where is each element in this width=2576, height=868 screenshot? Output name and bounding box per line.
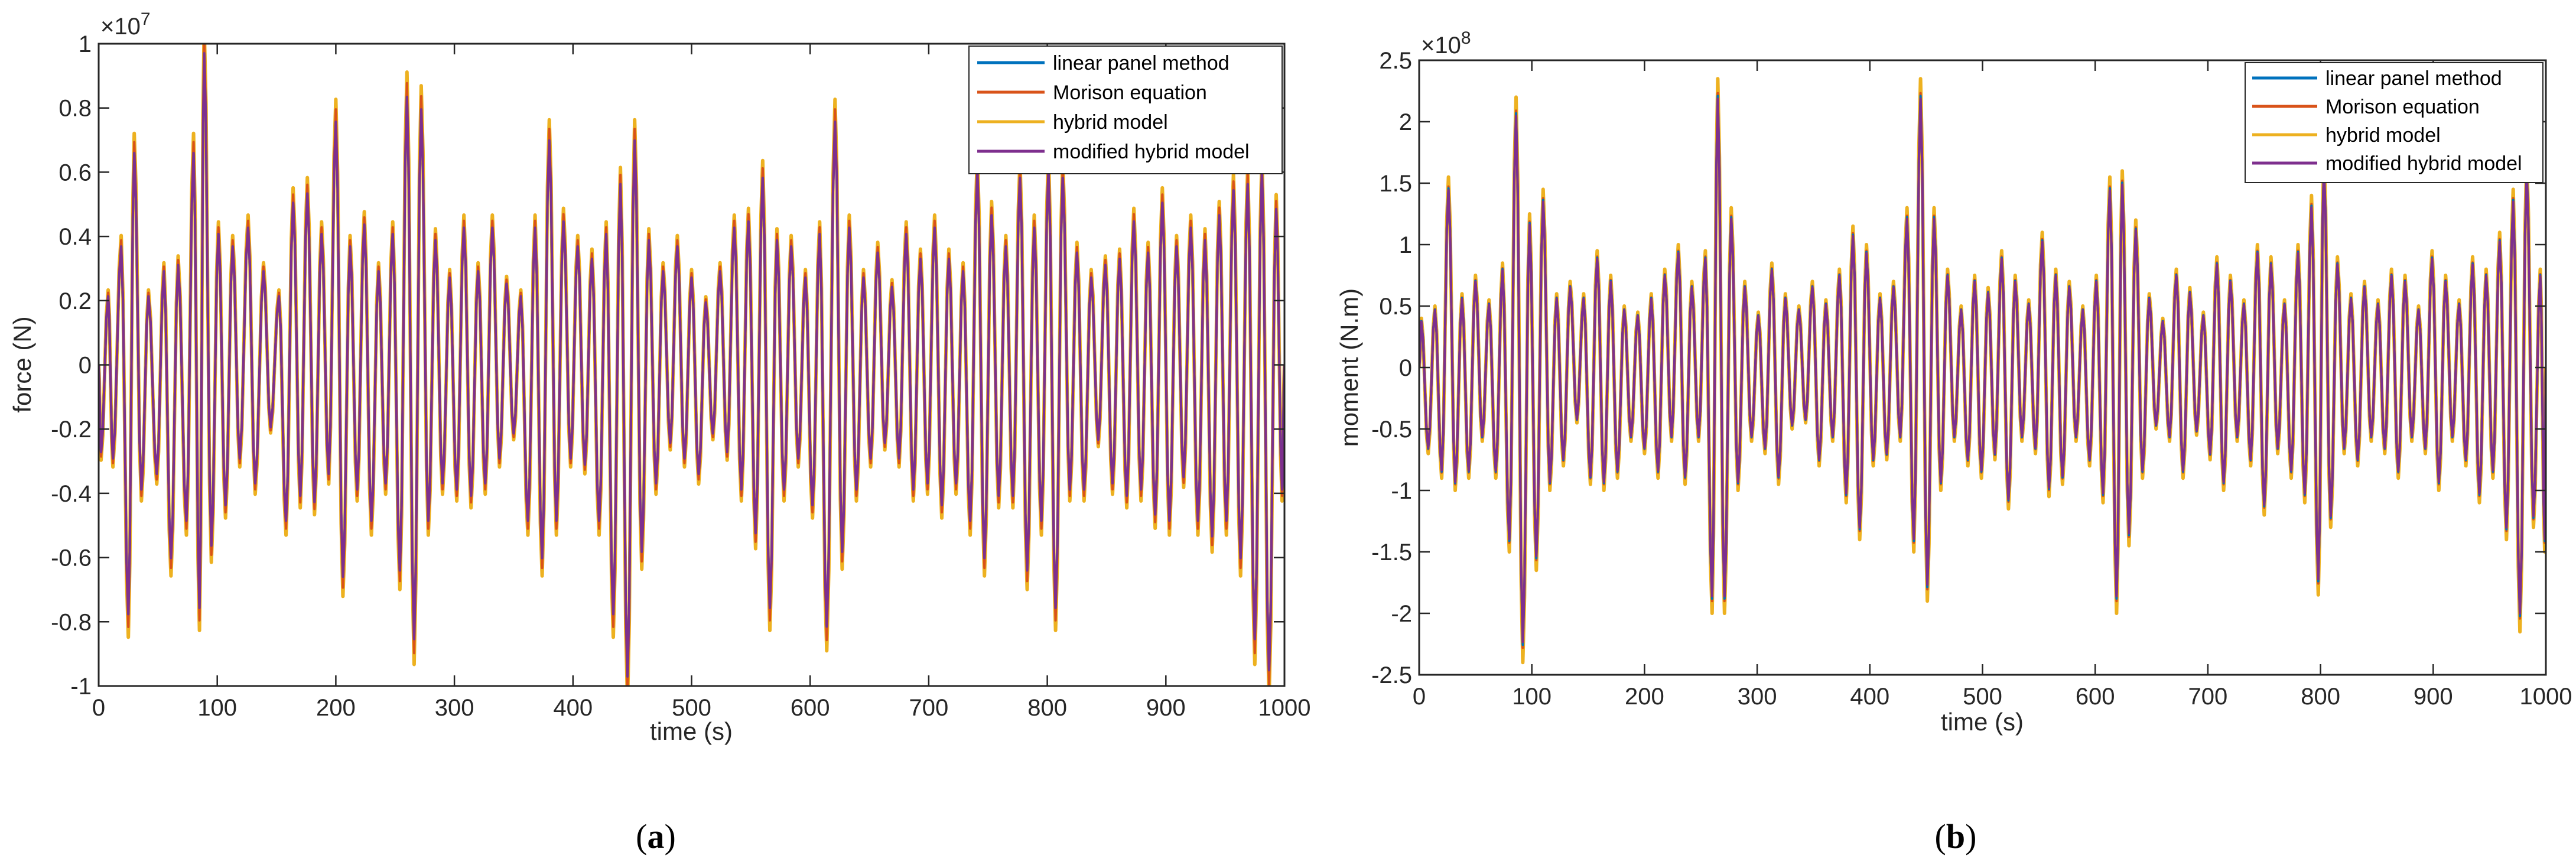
- x-tick-label: 500: [672, 695, 711, 721]
- x-tick-label: 300: [435, 695, 474, 721]
- y-tick-label: -0.6: [51, 545, 92, 571]
- y-tick-label: -1: [1391, 478, 1412, 504]
- panel-a-force: 0 100 200 300 400 500 600 700 800 900 1000 -1 -0.8 -0…: [8, 9, 1310, 856]
- y-tick-label: 0: [1399, 355, 1412, 381]
- legend-label-b-linear: linear panel method: [2325, 67, 2502, 90]
- y-tick-label: 0.4: [58, 224, 92, 250]
- y-tick-label: 2.5: [1379, 48, 1412, 74]
- y-tick-label: -2.5: [1371, 662, 1412, 688]
- x-tick-label: 0: [92, 695, 105, 721]
- panel-label-a: (a): [636, 817, 676, 856]
- series-line-modified-a: [99, 52, 1284, 678]
- x-tick-label: 1000: [1258, 695, 1311, 721]
- y-tick-label: 0: [79, 353, 92, 379]
- y-tick-label: 0.8: [58, 96, 92, 122]
- y-tick-label: 1.5: [1379, 171, 1412, 197]
- ticks-a: 0 100 200 300 400 500 600 700 800 900 1000 -1 -0.8 -0…: [51, 31, 1310, 721]
- legend-label-a-linear: linear panel method: [1053, 52, 1230, 74]
- x-axis-label-b: time (s): [1941, 708, 2024, 736]
- y-tick-label: -1.5: [1371, 539, 1412, 565]
- ticks-b: 0 100 200 300 400 500 600 700 800 900 1000 -2.5 -2 -1…: [1371, 48, 2572, 710]
- x-tick-label: 900: [1146, 695, 1186, 721]
- series-layer-b: [1419, 77, 2546, 665]
- x-tick-label: 600: [2076, 684, 2115, 710]
- panel-label-b: (b): [1935, 817, 1977, 856]
- y-tick-label: -0.4: [51, 481, 92, 507]
- legend-label-a-morison: Morison equation: [1053, 82, 1207, 104]
- x-tick-label: 200: [1625, 684, 1664, 710]
- x-tick-label: 400: [553, 695, 593, 721]
- y-tick-label: -1: [70, 674, 92, 700]
- y-tick-label: -2: [1391, 601, 1412, 627]
- series-line-modified-b: [1419, 97, 2546, 643]
- legend-a: linear panel method Morison equation hyb…: [968, 45, 1283, 174]
- y-tick-label: 2: [1399, 109, 1412, 135]
- panel-letter-a: a: [648, 817, 665, 856]
- x-tick-label: 100: [197, 695, 237, 721]
- series-layer-a: [99, 44, 1284, 686]
- legend-b: linear panel method Morison equation hyb…: [2245, 62, 2544, 183]
- y-tick-label: 0.5: [1379, 294, 1412, 320]
- x-tick-label: 700: [909, 695, 949, 721]
- exponent-base-a: ×10: [100, 14, 141, 40]
- y-tick-label: 0.2: [58, 288, 92, 314]
- x-tick-label: 400: [1850, 684, 1889, 710]
- series-line-morison-a: [99, 44, 1284, 686]
- x-tick-label: 200: [316, 695, 356, 721]
- x-tick-label: 100: [1512, 684, 1552, 710]
- panel-b-moment: 0 100 200 300 400 500 600 700 800 900 1000 -2.5 -2 -1…: [1335, 28, 2572, 856]
- y-tick-label: -0.5: [1371, 417, 1412, 443]
- legend-label-b-hybrid: hybrid model: [2325, 124, 2441, 147]
- exponent-base-b: ×10: [1421, 32, 1461, 58]
- exponent-power-a: 7: [141, 9, 151, 29]
- legend-label-a-modified: modified hybrid model: [1053, 141, 1250, 163]
- y-axis-label-a: force (N): [8, 316, 36, 412]
- x-tick-label: 600: [791, 695, 830, 721]
- y-axis-label-b: moment (N.m): [1335, 288, 1363, 447]
- exponent-label-b: ×108: [1421, 28, 1471, 58]
- panel-letter-b: b: [1946, 817, 1965, 856]
- x-axis-label-a: time (s): [650, 717, 733, 745]
- x-tick-label: 500: [1963, 684, 2002, 710]
- y-tick-label: 1: [79, 31, 92, 57]
- y-tick-label: 0.6: [58, 160, 92, 186]
- exponent-power-b: 8: [1461, 28, 1471, 48]
- y-tick-label: 1: [1399, 232, 1412, 258]
- series-line-hybrid-a: [99, 44, 1284, 686]
- x-tick-label: 800: [1027, 695, 1067, 721]
- x-tick-label: 900: [2414, 684, 2453, 710]
- x-tick-label: 1000: [2520, 684, 2572, 710]
- x-tick-label: 700: [2188, 684, 2228, 710]
- x-tick-label: 800: [2301, 684, 2340, 710]
- y-tick-label: -0.2: [51, 417, 92, 443]
- legend-label-b-modified: modified hybrid model: [2325, 152, 2522, 175]
- x-tick-label: 0: [1413, 684, 1426, 710]
- y-tick-label: -0.8: [51, 609, 92, 635]
- legend-label-a-hybrid: hybrid model: [1053, 111, 1168, 134]
- x-tick-label: 300: [1738, 684, 1777, 710]
- legend-label-b-morison: Morison equation: [2325, 96, 2480, 118]
- exponent-label-a: ×107: [100, 9, 151, 40]
